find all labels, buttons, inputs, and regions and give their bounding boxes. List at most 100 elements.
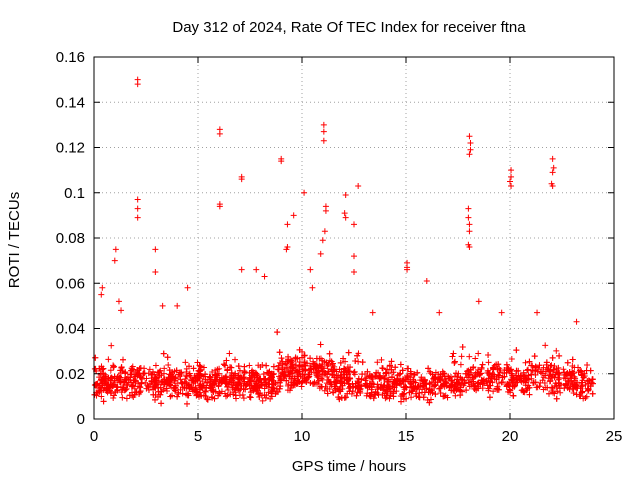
data-point [368, 373, 375, 380]
data-point [524, 385, 531, 392]
data-point [261, 273, 268, 280]
data-point [179, 390, 186, 397]
data-point [238, 266, 245, 273]
y-tick-label: 0.06 [56, 275, 85, 292]
data-point [377, 374, 384, 381]
data-point [182, 359, 189, 366]
data-point [414, 384, 421, 391]
data-point [514, 376, 521, 383]
data-point [194, 391, 201, 398]
data-point [453, 370, 460, 377]
data-point [232, 356, 239, 363]
data-point [274, 329, 281, 336]
data-point [161, 365, 168, 372]
data-point [334, 385, 341, 392]
data-point [184, 373, 191, 380]
data-point [270, 363, 277, 370]
data-point [265, 369, 272, 376]
data-points [91, 76, 596, 407]
data-point [556, 369, 563, 376]
data-point [388, 366, 395, 373]
data-point [189, 376, 196, 383]
y-axis-label: ROTI / TECUs [6, 192, 23, 288]
data-point [515, 367, 522, 374]
data-point [280, 361, 287, 368]
data-point [123, 385, 130, 392]
data-point [279, 364, 286, 371]
data-point [336, 366, 343, 373]
data-point [542, 342, 549, 349]
data-point [408, 380, 415, 387]
data-point [524, 375, 531, 382]
data-point [190, 365, 197, 372]
data-point [556, 380, 563, 387]
data-point [374, 390, 381, 397]
data-point [357, 386, 364, 393]
data-point [366, 392, 373, 399]
data-point [98, 376, 105, 383]
data-point [475, 379, 482, 386]
data-point [562, 381, 569, 388]
data-point [252, 382, 259, 389]
data-point [209, 368, 216, 375]
data-point [204, 379, 211, 386]
data-point [309, 284, 316, 291]
data-point [268, 393, 275, 400]
y-tick-label: 0 [77, 411, 85, 428]
data-point [475, 366, 482, 373]
data-point [220, 361, 227, 368]
data-point [105, 356, 112, 363]
data-point [223, 357, 230, 364]
x-tick-label: 5 [194, 428, 202, 445]
data-point [441, 378, 448, 385]
data-point [183, 380, 190, 387]
data-point [129, 382, 136, 389]
data-point [317, 341, 324, 348]
data-point [340, 368, 347, 375]
data-point [412, 379, 419, 386]
data-point [307, 266, 314, 273]
data-point [226, 364, 233, 371]
data-point [426, 399, 433, 406]
data-point [287, 368, 294, 375]
data-point [546, 378, 553, 385]
data-point [206, 373, 213, 380]
data-point [566, 386, 573, 393]
data-point [457, 387, 464, 394]
data-point [577, 385, 584, 392]
data-point [450, 350, 457, 357]
data-point [320, 121, 327, 128]
data-point [172, 375, 179, 382]
data-point [423, 277, 430, 284]
data-point [108, 342, 115, 349]
data-point [196, 362, 203, 369]
data-point [145, 386, 152, 393]
data-point [484, 367, 491, 374]
data-point [549, 182, 556, 189]
data-point [487, 382, 494, 389]
data-point [411, 371, 418, 378]
data-point [407, 368, 414, 375]
data-point [452, 392, 459, 399]
data-point [99, 366, 106, 373]
data-point [532, 367, 539, 374]
data-point [290, 379, 297, 386]
data-point [136, 370, 143, 377]
data-point [585, 385, 592, 392]
y-tick-label: 0.02 [56, 366, 85, 383]
data-point [229, 384, 236, 391]
data-point [331, 383, 338, 390]
data-point [387, 392, 394, 399]
data-point [186, 363, 193, 370]
data-point [108, 374, 115, 381]
data-point [256, 375, 263, 382]
data-point [477, 370, 484, 377]
data-point [150, 386, 157, 393]
data-point [152, 246, 159, 253]
data-point [102, 373, 109, 380]
data-point [581, 370, 588, 377]
data-point [383, 394, 390, 401]
data-point [310, 360, 317, 367]
data-point [352, 384, 359, 391]
